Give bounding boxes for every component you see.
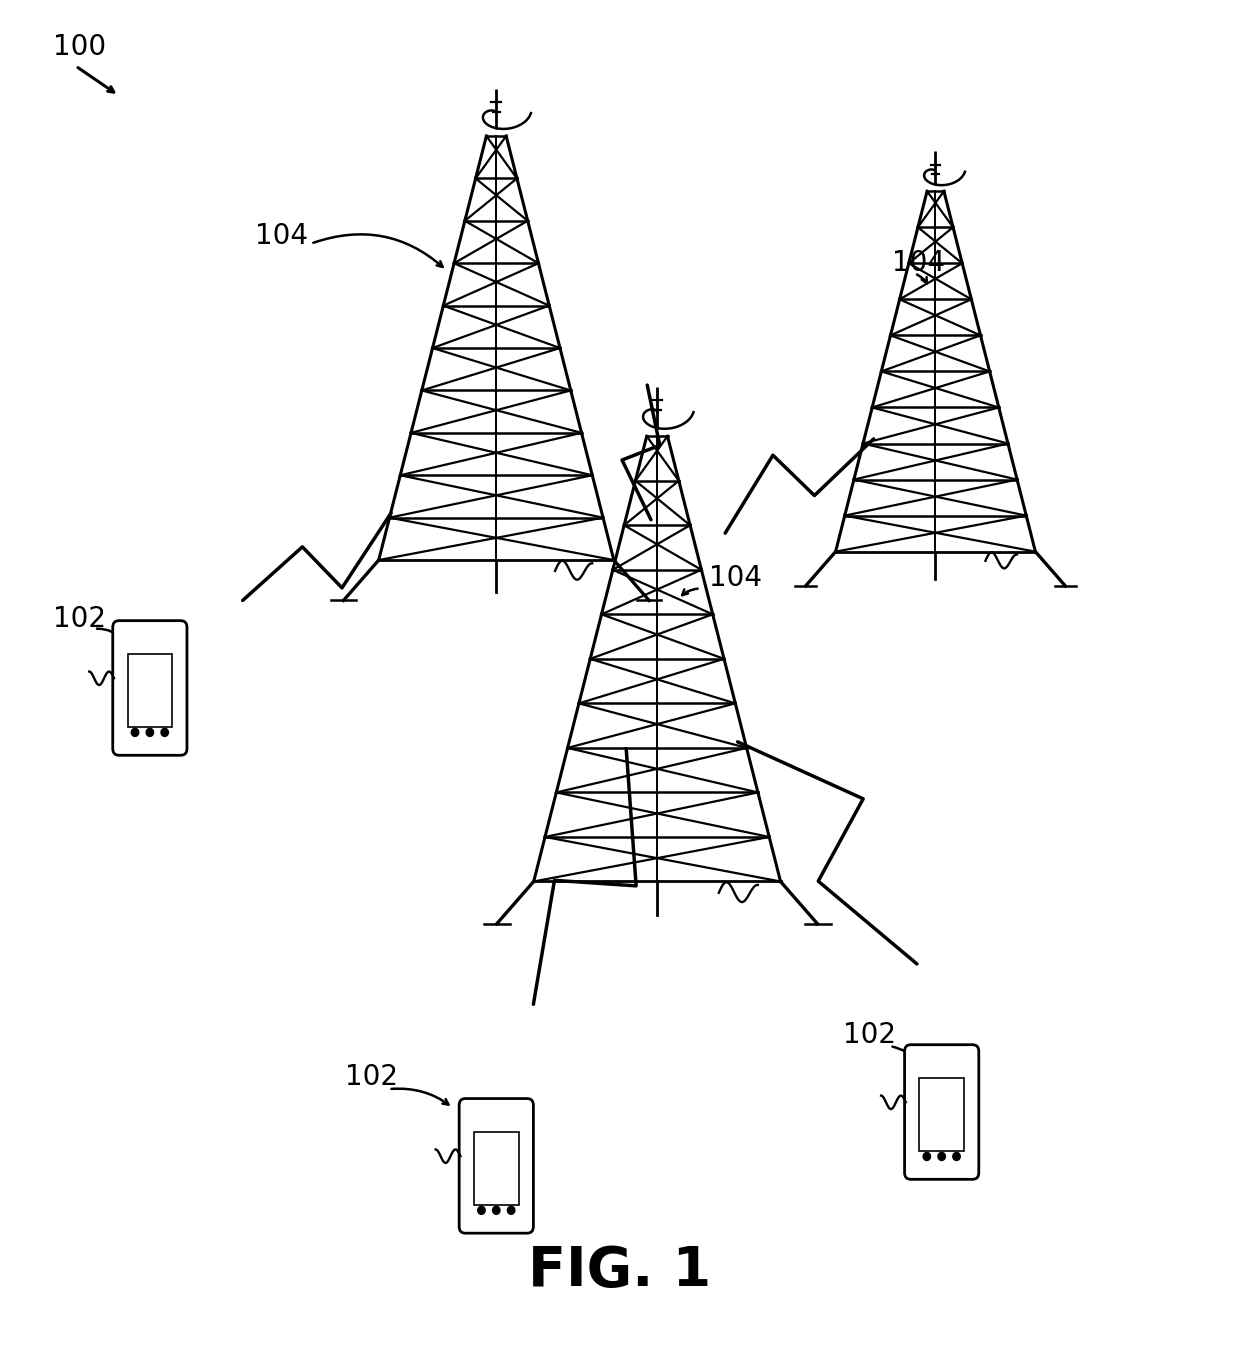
Text: 102: 102: [53, 606, 107, 634]
Circle shape: [131, 728, 139, 737]
Circle shape: [937, 1152, 945, 1160]
Circle shape: [146, 728, 154, 737]
Circle shape: [507, 1206, 515, 1214]
Text: 102: 102: [345, 1063, 398, 1091]
Circle shape: [492, 1206, 500, 1214]
FancyBboxPatch shape: [904, 1044, 978, 1179]
Text: 102: 102: [843, 1021, 895, 1050]
Bar: [128, 654, 172, 727]
Circle shape: [161, 728, 169, 737]
Circle shape: [477, 1206, 485, 1214]
Circle shape: [952, 1152, 960, 1160]
Text: 104: 104: [893, 248, 945, 277]
Text: 104: 104: [709, 564, 763, 592]
FancyBboxPatch shape: [459, 1098, 533, 1233]
Bar: [474, 1132, 518, 1205]
FancyBboxPatch shape: [113, 621, 187, 755]
Text: 100: 100: [53, 34, 107, 61]
Circle shape: [923, 1152, 930, 1160]
Text: FIG. 1: FIG. 1: [528, 1244, 712, 1298]
Text: 104: 104: [255, 221, 308, 250]
Bar: [919, 1078, 963, 1151]
